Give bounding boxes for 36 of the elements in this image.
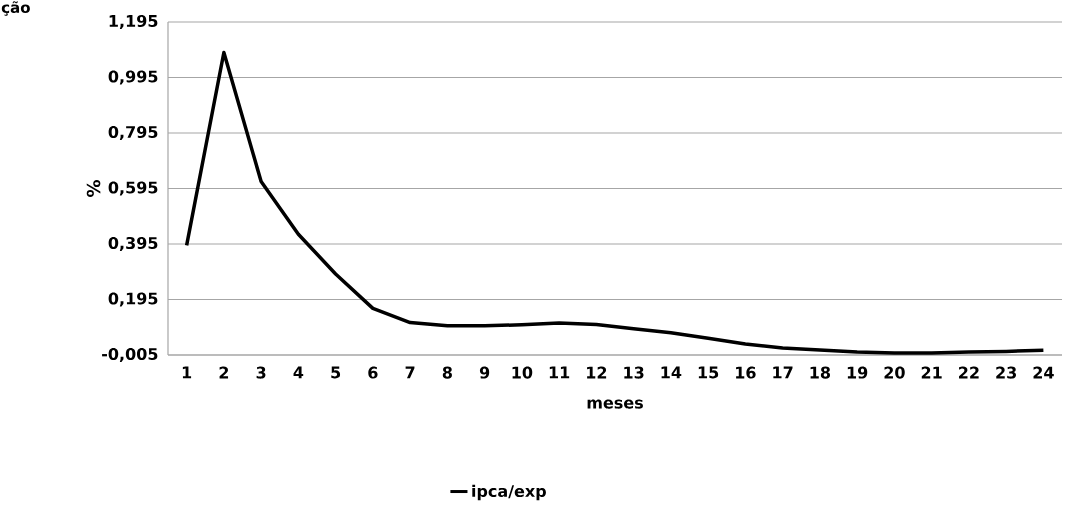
x-tick-label: 1 [182, 366, 192, 379]
y-tick-label: 0,395 [108, 236, 158, 252]
x-tick-label: 5 [331, 366, 341, 379]
x-tick-label: 23 [996, 366, 1016, 379]
x-tick-label: 21 [921, 366, 942, 379]
x-tick-label: 18 [810, 366, 831, 379]
x-tick-label: 22 [959, 366, 979, 379]
x-tick-label: 6 [368, 366, 378, 379]
x-tick-label: 4 [293, 366, 304, 379]
x-tick-label: 10 [512, 366, 533, 379]
y-tick-label: 0,195 [108, 292, 158, 307]
legend-label: ipca/exp [472, 484, 546, 501]
text: ção [1, 1, 30, 16]
x-tick-label: 15 [698, 366, 719, 379]
y-tick-label: -0,005 [102, 347, 158, 363]
x-tick-label: 19 [847, 366, 868, 379]
x-axis-title: meses [587, 399, 643, 409]
x-tick-label: 17 [773, 366, 793, 379]
x-tick-label: 9 [479, 366, 490, 379]
y-tick-label: 1,195 [109, 14, 158, 30]
x-tick-label: 12 [587, 366, 607, 379]
y-tick-label: 0,995 [108, 70, 158, 85]
x-tick-label: 3 [256, 366, 266, 379]
x-tick-label: 11 [549, 366, 570, 379]
x-tick-label: 20 [884, 366, 905, 379]
y-tick-label: 0,795 [108, 125, 158, 141]
line-series [184, 50, 1046, 355]
x-tick-label: 16 [736, 366, 756, 379]
x-tick-label: 13 [624, 366, 644, 379]
y-axis-title: % [86, 180, 101, 197]
x-tick-label: 14 [661, 366, 682, 379]
x-tick-label: 24 [1033, 366, 1054, 379]
x-tick-label: 7 [405, 366, 415, 379]
x-tick-label: 2 [219, 366, 229, 379]
x-tick-label: 8 [442, 366, 452, 379]
y-tick-label: 0,595 [108, 181, 158, 196]
